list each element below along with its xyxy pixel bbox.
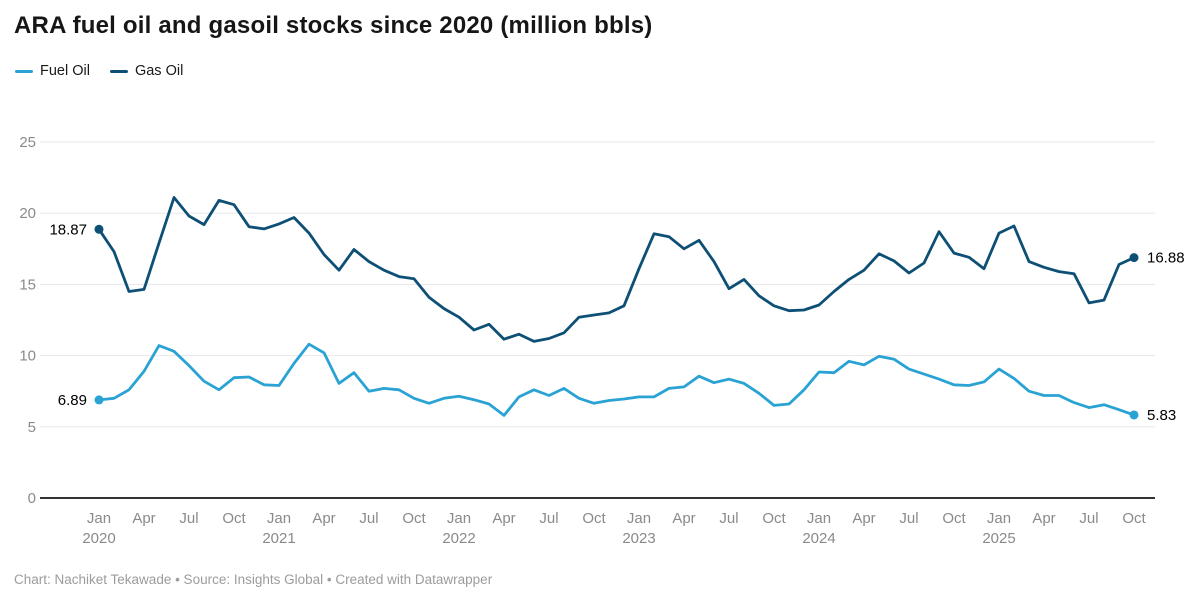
x-tick-label: Apr [1032, 510, 1055, 527]
x-tick-label: Apr [852, 510, 875, 527]
series-line-fuel-oil[interactable] [97, 342, 1136, 417]
y-axis-label: 15 [19, 276, 36, 293]
series-start-dot-fuel-oil[interactable] [94, 395, 104, 405]
end-value-label-gas-oil: 16.88 [1147, 250, 1185, 267]
legend-swatch-icon [15, 69, 33, 73]
start-value-label-gas-oil: 18.87 [49, 221, 87, 238]
x-tick-label: Oct [942, 510, 966, 527]
x-tick-label: Jul [1079, 510, 1098, 527]
y-axis-label: 5 [28, 419, 36, 436]
x-tick-label: Apr [132, 510, 155, 527]
x-tick-label: Oct [762, 510, 786, 527]
x-tick-label: Oct [402, 510, 426, 527]
series-end-dot-gas-oil[interactable] [1129, 253, 1139, 263]
y-axis-label: 20 [19, 205, 36, 222]
x-tick-label: Jan [267, 510, 291, 527]
x-year-label: 2021 [262, 530, 295, 547]
x-tick-label: Jul [359, 510, 378, 527]
x-tick-label: Jul [179, 510, 198, 527]
x-tick-label: Apr [312, 510, 335, 527]
end-value-label-fuel-oil: 5.83 [1147, 407, 1176, 424]
series-end-dot-fuel-oil[interactable] [1129, 410, 1139, 420]
x-tick-label: Jul [899, 510, 918, 527]
x-tick-label: Jul [719, 510, 738, 527]
series-line-gas-oil[interactable] [97, 196, 1136, 343]
start-value-label-fuel-oil: 6.89 [58, 392, 87, 409]
x-tick-label: Oct [222, 510, 246, 527]
x-tick-label: Apr [492, 510, 515, 527]
x-tick-label: Jan [987, 510, 1011, 527]
legend-swatch-icon [109, 69, 128, 73]
legend-item-gas-oil[interactable]: Gas Oil [109, 63, 184, 79]
x-tick-label: Jan [807, 510, 831, 527]
legend-label: Gas Oil [134, 63, 184, 79]
y-axis-label: 25 [19, 134, 36, 151]
x-tick-label: Oct [582, 510, 606, 527]
x-tick-label: Jul [539, 510, 558, 527]
chart-legend: Fuel Oil Gas Oil [15, 63, 183, 79]
y-axis-label: 10 [19, 348, 36, 365]
x-tick-label: Jan [87, 510, 111, 527]
chart-title: ARA fuel oil and gasoil stocks since 202… [14, 12, 653, 39]
x-tick-label: Jan [447, 510, 471, 527]
series-start-dot-gas-oil[interactable] [94, 224, 104, 234]
legend-label: Fuel Oil [40, 63, 90, 79]
y-axis-label: 0 [28, 490, 36, 507]
x-tick-label: Oct [1122, 510, 1146, 527]
chart-footer-attribution: Chart: Nachiket Tekawade • Source: Insig… [14, 572, 493, 587]
x-year-label: 2020 [82, 530, 115, 547]
x-year-label: 2022 [442, 530, 475, 547]
legend-item-fuel-oil[interactable]: Fuel Oil [15, 63, 90, 79]
x-year-label: 2023 [622, 530, 655, 547]
x-tick-label: Apr [672, 510, 695, 527]
x-tick-label: Jan [627, 510, 651, 527]
x-year-label: 2025 [982, 530, 1015, 547]
x-year-label: 2024 [802, 530, 835, 547]
